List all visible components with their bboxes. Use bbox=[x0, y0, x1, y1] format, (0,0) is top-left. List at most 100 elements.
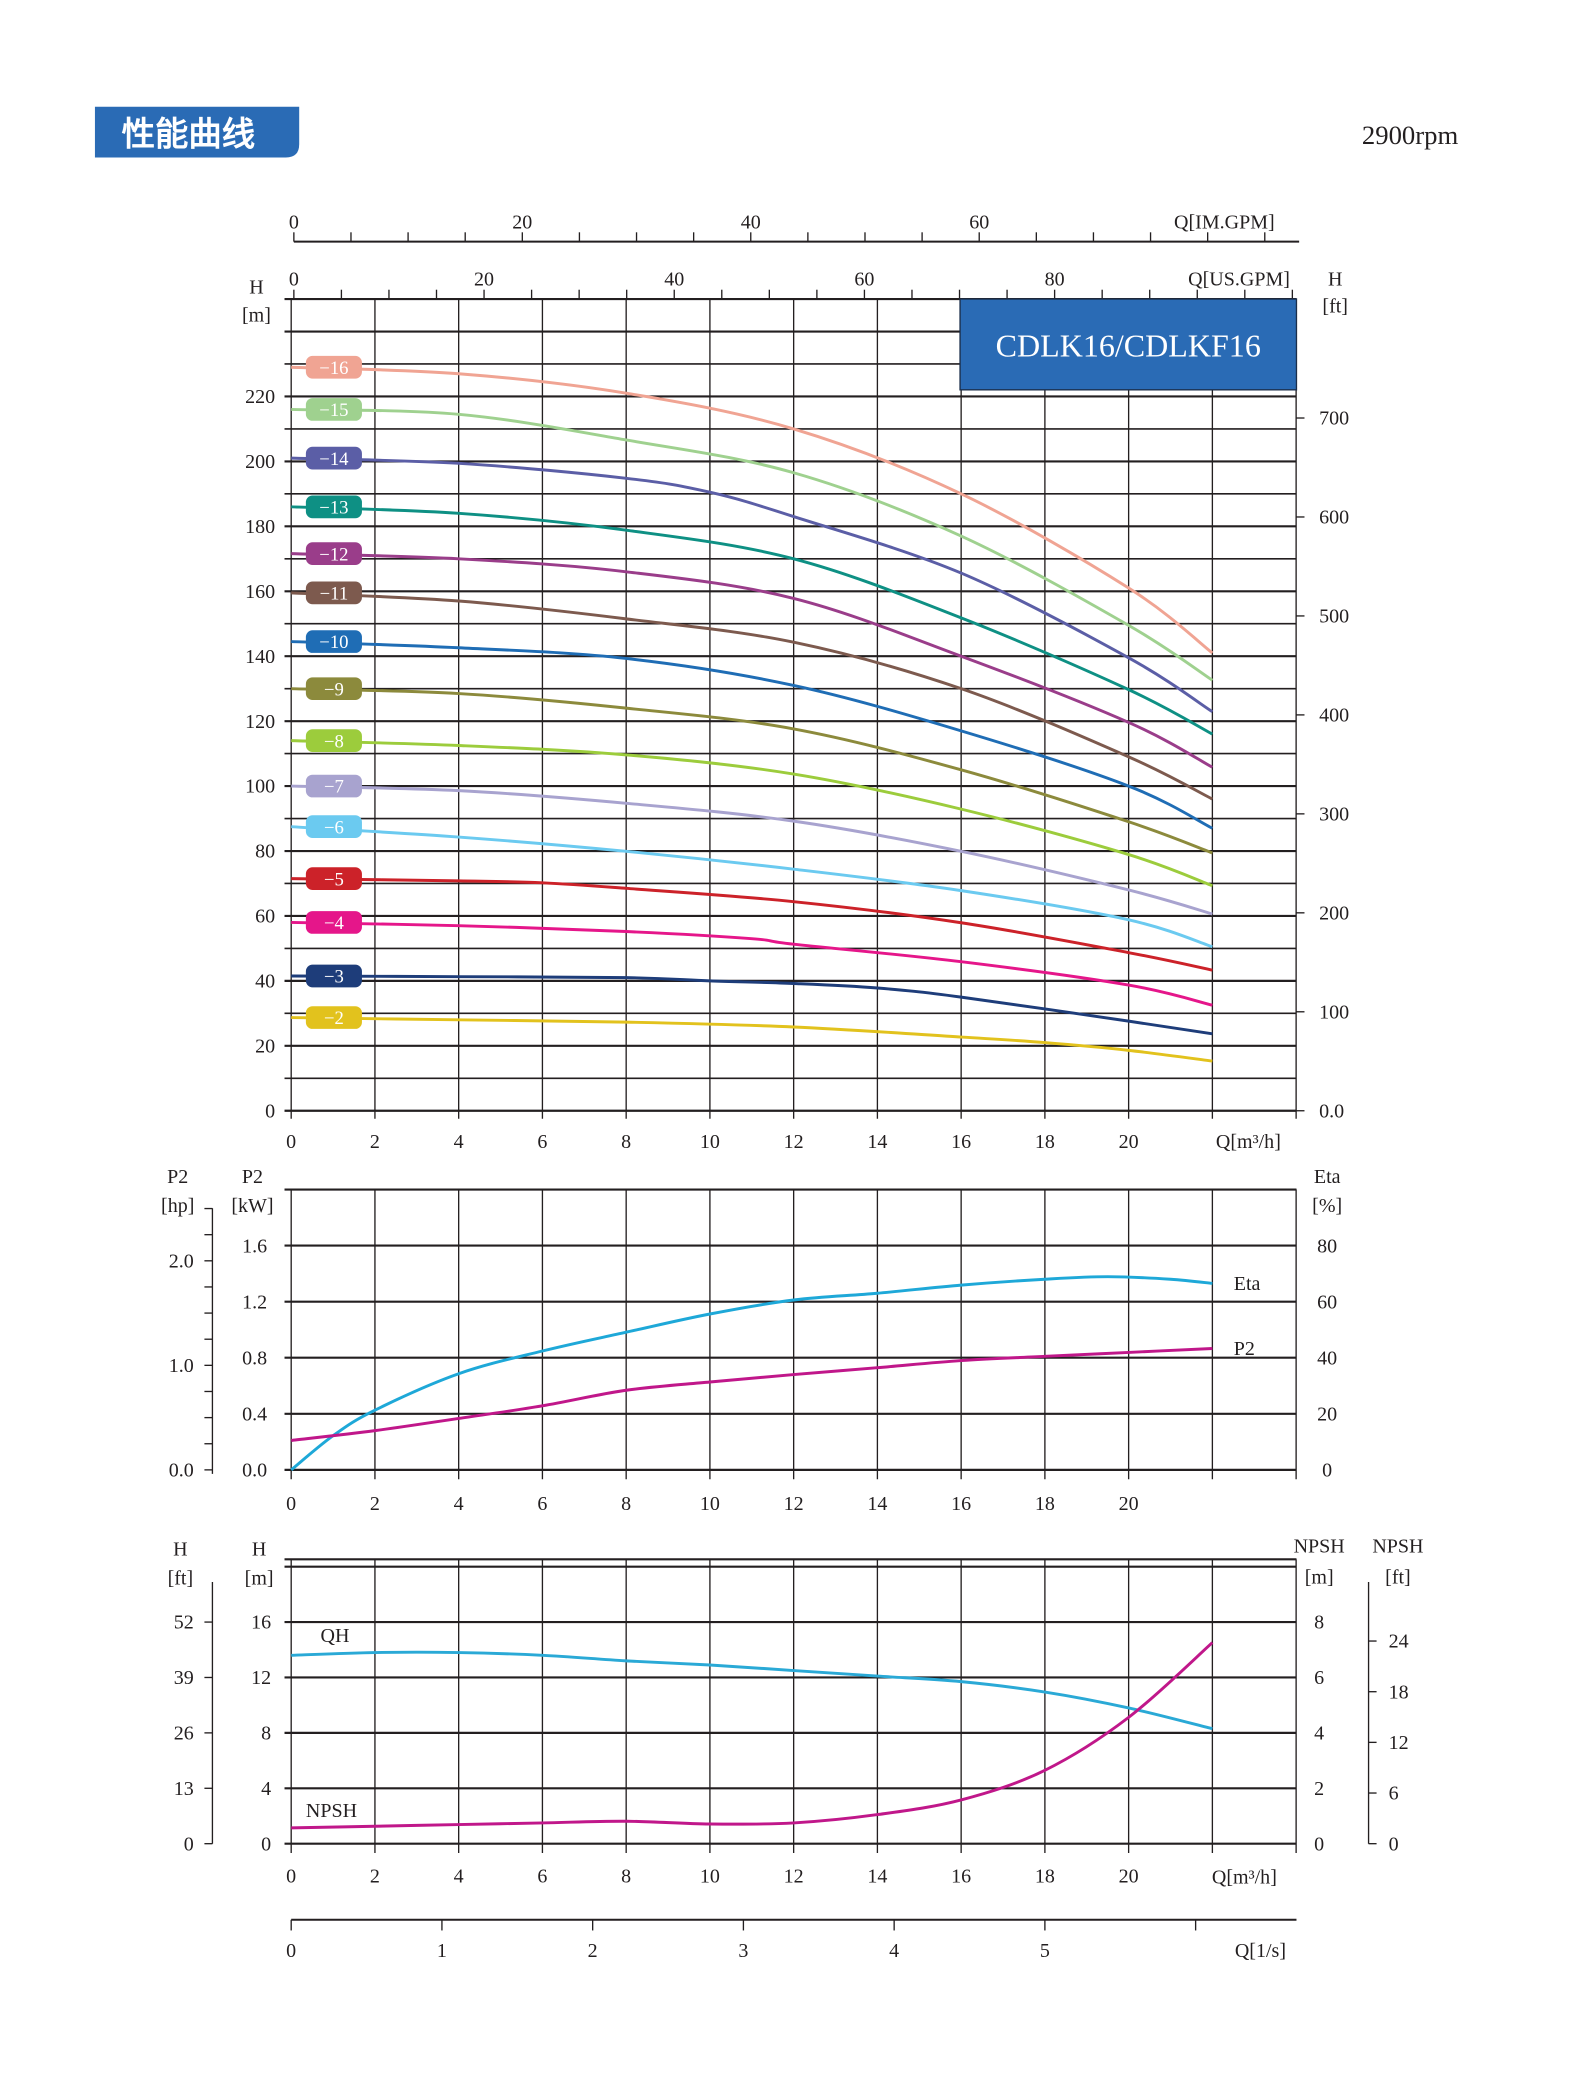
npsh-ft-tick-label: 18 bbox=[1389, 1681, 1409, 1703]
model-title: CDLK16/CDLKF16 bbox=[996, 327, 1261, 363]
kw-tick-label: 1.2 bbox=[242, 1291, 267, 1313]
model-box: CDLK16/CDLKF16 bbox=[959, 298, 1298, 391]
x-tick-label: 12 bbox=[784, 1131, 804, 1153]
h-tick-label: 4 bbox=[261, 1778, 271, 1800]
hp-axis-unit: [hp] bbox=[161, 1195, 194, 1217]
x-tick-label: 18 bbox=[1035, 1865, 1055, 1887]
stage-curve-5: −5 bbox=[291, 867, 1213, 972]
stage-label: −2 bbox=[324, 1008, 344, 1029]
x-tick-label: 6 bbox=[537, 1865, 547, 1887]
eta-axis-unit: [%] bbox=[1312, 1195, 1342, 1217]
stage-label-pill bbox=[305, 495, 362, 519]
eta-curve-label: Eta bbox=[1234, 1273, 1261, 1295]
lps-axis: 0 1 2 3 4 5 Q[1/s] bbox=[286, 1918, 1297, 1962]
head-curves-chart: 0 20 40 60 Q[IM.GPM]0 20 40 60 80 Q[US.GPM]H[m]02… bbox=[242, 211, 1349, 1153]
lps-axis-label: Q[1/s] bbox=[1235, 1940, 1286, 1962]
curve-line bbox=[291, 825, 1213, 949]
x-tick-label: 16 bbox=[951, 1131, 971, 1153]
x-tick-label: 20 bbox=[1119, 1865, 1139, 1887]
npsh-curve-label: NPSH bbox=[306, 1800, 357, 1822]
section-title: 性能曲线 bbox=[122, 115, 255, 154]
y2-tick-label: 500 bbox=[1319, 606, 1349, 628]
npsh-ft-axis-title: NPSH bbox=[1372, 1536, 1423, 1558]
x-tick-label: 18 bbox=[1035, 1493, 1055, 1515]
stage-label-pill bbox=[305, 964, 362, 988]
h-tick-label: 0 bbox=[261, 1833, 271, 1855]
npsh-ft-tick-label: 12 bbox=[1389, 1732, 1409, 1754]
y-tick-label: 200 bbox=[245, 451, 275, 473]
x-tick-label: 10 bbox=[700, 1493, 720, 1515]
x-tick-label: 14 bbox=[867, 1131, 887, 1153]
curve-line bbox=[291, 974, 1213, 1036]
stage-label-pill bbox=[305, 911, 362, 934]
npsh-m-tick-label: 0 bbox=[1314, 1833, 1324, 1855]
npsh-curve bbox=[291, 1641, 1214, 1830]
us-gpm-tick-label: 80 bbox=[1045, 269, 1065, 291]
stage-label: −6 bbox=[324, 817, 344, 838]
npsh-m-tick-label: 4 bbox=[1314, 1723, 1324, 1745]
stage-label: −15 bbox=[319, 400, 348, 421]
speed-label: 2900rpm bbox=[1362, 120, 1459, 150]
x-tick-label: 6 bbox=[537, 1493, 547, 1515]
y-tick-label: 100 bbox=[245, 776, 275, 798]
eta-axis-title: Eta bbox=[1314, 1166, 1341, 1188]
npsh-m-axis-unit: [m] bbox=[1305, 1566, 1334, 1588]
ft-tick-label: 13 bbox=[174, 1778, 194, 1800]
stage-label: −10 bbox=[319, 632, 348, 653]
stage-curve-8: −8 bbox=[291, 729, 1213, 888]
x-axis-label: Q[m³/h] bbox=[1216, 1131, 1281, 1153]
x-tick-label: 10 bbox=[700, 1131, 720, 1153]
curve-line bbox=[291, 640, 1214, 830]
y-tick-label: 140 bbox=[245, 646, 275, 668]
npsh-m-tick-label: 2 bbox=[1314, 1778, 1324, 1800]
kw-tick-label: 1.6 bbox=[242, 1235, 267, 1257]
x-tick-label: 2 bbox=[370, 1865, 380, 1887]
y-tick-label: 180 bbox=[245, 516, 275, 538]
x-tick-label: 12 bbox=[784, 1493, 804, 1515]
x-tick-label: 16 bbox=[951, 1493, 971, 1515]
power-efficiency-chart: P2 [hp] 0.0 1.0 2.0 P2 [kW] 0.0 0.4 0.8 1.2 1.6 Eta [… bbox=[161, 1166, 1342, 1515]
x-tick-label: 2 bbox=[370, 1131, 380, 1153]
y2-tick-label: 100 bbox=[1319, 1001, 1349, 1023]
npsh-ft-tick-label: 6 bbox=[1389, 1783, 1399, 1805]
h-tick-label: 8 bbox=[261, 1723, 271, 1745]
npsh-chart: H[ft]013263952H[m]0481216NPSH[m]02468NPS… bbox=[168, 1536, 1424, 1963]
y2-tick-label: 400 bbox=[1319, 705, 1349, 727]
y2-tick-label: 200 bbox=[1319, 903, 1349, 925]
y2-axis-title: H bbox=[1328, 269, 1342, 291]
curve-line bbox=[291, 877, 1213, 972]
im-gpm-tick-label: 60 bbox=[969, 211, 989, 233]
grid bbox=[284, 1188, 1297, 1480]
eta-tick-label: 0 bbox=[1322, 1460, 1332, 1482]
ft-axis-unit: [ft] bbox=[168, 1568, 194, 1590]
p2-curve-label: P2 bbox=[1234, 1338, 1255, 1360]
stage-curve-9: −9 bbox=[291, 677, 1213, 855]
x-tick-label: 18 bbox=[1035, 1131, 1055, 1153]
y2-tick-label: 0.0 bbox=[1319, 1100, 1344, 1122]
im-gpm-tick-label: 20 bbox=[512, 211, 532, 233]
h-tick-label: 12 bbox=[251, 1667, 271, 1689]
curve-line bbox=[291, 407, 1214, 682]
y-tick-label: 60 bbox=[255, 906, 275, 928]
stage-label-pill bbox=[305, 867, 362, 890]
grid bbox=[284, 1558, 1297, 1854]
curve-line bbox=[291, 505, 1214, 736]
im-gpm-tick-label: 40 bbox=[741, 211, 761, 233]
eta-tick-label: 40 bbox=[1317, 1347, 1337, 1369]
stage-label: −5 bbox=[324, 869, 344, 890]
x-tick-label: 2 bbox=[370, 1493, 380, 1515]
stage-curve-13: −13 bbox=[291, 495, 1214, 736]
x-tick-label: 8 bbox=[621, 1493, 631, 1515]
kw-tick-label: 0.8 bbox=[242, 1347, 267, 1369]
y2-axis-unit: [ft] bbox=[1322, 295, 1348, 317]
lps-tick-label: 0 bbox=[286, 1940, 296, 1962]
lps-tick-label: 2 bbox=[588, 1940, 598, 1962]
ft-tick-label: 39 bbox=[174, 1667, 194, 1689]
us-gpm-tick-label: 60 bbox=[854, 269, 874, 291]
title-badge bbox=[94, 106, 300, 158]
us-gpm-axis-label: Q[US.GPM] bbox=[1188, 269, 1290, 291]
stage-label: −8 bbox=[324, 731, 344, 752]
stage-label-pill bbox=[305, 355, 362, 379]
stage-curve-4: −4 bbox=[291, 911, 1213, 1007]
